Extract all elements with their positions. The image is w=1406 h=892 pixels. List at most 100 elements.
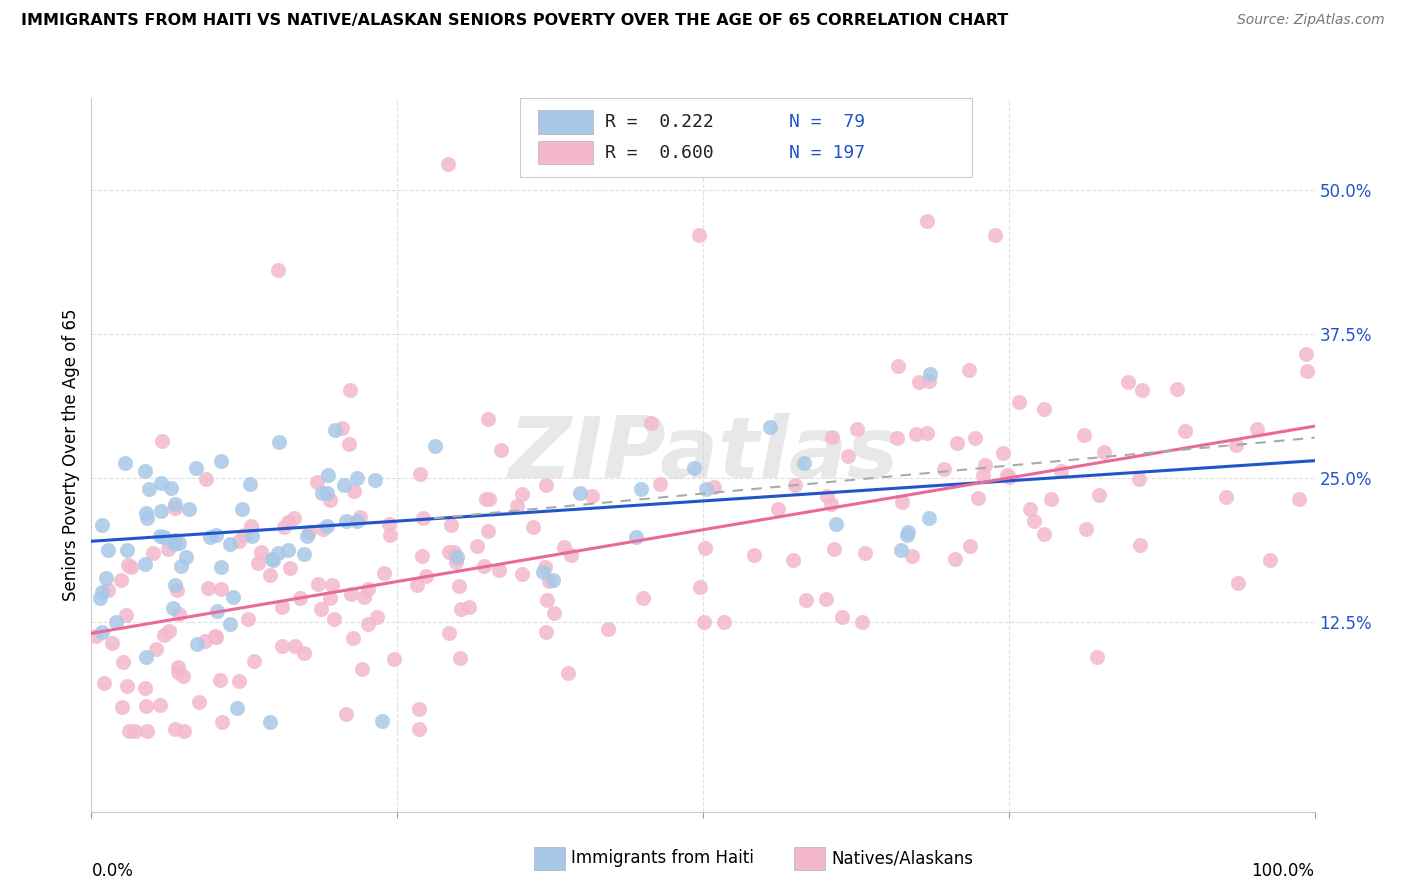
Point (423, 440, 446, 454)
Point (97, 542, 120, 557)
Point (167, 660, 190, 674)
Point (232, 528, 254, 542)
Point (915, 214, 938, 228)
Point (450, 601, 472, 615)
Point (1129, 538, 1152, 552)
Text: N = 197: N = 197 (789, 145, 865, 162)
Point (226, 701, 249, 715)
Point (211, 714, 233, 729)
Point (177, 502, 200, 516)
Point (1288, 492, 1310, 507)
Point (405, 577, 427, 591)
Point (145, 641, 167, 656)
Point (782, 553, 804, 567)
Point (111, 700, 134, 714)
Point (163, 722, 186, 736)
Point (187, 695, 209, 709)
Point (91, 517, 114, 532)
Point (250, 545, 273, 559)
Point (1092, 445, 1115, 459)
Point (624, 530, 647, 544)
Point (648, 476, 671, 491)
Point (342, 631, 364, 645)
Point (415, 568, 437, 582)
Point (458, 600, 481, 615)
Point (136, 724, 159, 739)
Point (991, 446, 1014, 460)
Point (209, 559, 232, 574)
Point (378, 516, 401, 531)
Point (135, 698, 157, 713)
Point (366, 610, 388, 624)
Point (194, 634, 217, 648)
Point (240, 529, 263, 543)
Point (793, 457, 815, 471)
Point (134, 557, 156, 571)
Point (173, 724, 195, 739)
Point (94, 571, 117, 585)
Point (162, 601, 184, 615)
Point (134, 681, 156, 695)
Point (319, 492, 342, 507)
Point (135, 506, 157, 520)
Point (851, 615, 873, 629)
Point (1174, 425, 1197, 439)
Point (815, 490, 838, 504)
Point (292, 646, 315, 660)
Point (1076, 522, 1098, 536)
Point (1130, 383, 1153, 397)
Point (198, 530, 221, 544)
Point (1087, 488, 1109, 502)
Point (437, 544, 460, 558)
Point (236, 612, 259, 626)
Point (536, 624, 558, 639)
Point (853, 546, 876, 560)
Point (560, 548, 582, 562)
Point (1296, 364, 1319, 378)
Point (596, 622, 619, 636)
Point (1166, 382, 1188, 396)
Point (477, 524, 499, 539)
Point (312, 522, 335, 536)
Point (1116, 375, 1139, 389)
Point (477, 412, 499, 426)
Point (1227, 576, 1250, 591)
Point (1032, 402, 1054, 417)
Point (135, 650, 157, 665)
Point (352, 662, 374, 676)
Point (277, 543, 299, 558)
Point (165, 578, 187, 592)
Point (553, 541, 575, 555)
Point (307, 577, 329, 591)
Point (963, 431, 986, 445)
Point (688, 227, 710, 242)
Point (449, 650, 471, 665)
Point (896, 527, 918, 541)
FancyBboxPatch shape (520, 98, 972, 177)
Point (349, 510, 371, 524)
Point (846, 422, 869, 436)
Point (1008, 395, 1031, 409)
Point (837, 449, 859, 463)
Point (335, 514, 357, 528)
Point (382, 652, 405, 666)
Point (89, 591, 111, 605)
Point (1225, 437, 1247, 451)
Point (269, 434, 291, 449)
Point (783, 478, 806, 492)
Point (142, 545, 165, 559)
Point (411, 549, 433, 563)
Point (153, 530, 176, 544)
Point (538, 574, 561, 588)
Point (153, 628, 176, 642)
Point (138, 482, 160, 496)
Point (208, 673, 231, 687)
Point (932, 462, 955, 476)
Text: R =  0.600: R = 0.600 (605, 145, 714, 162)
Text: N =  79: N = 79 (789, 112, 865, 130)
Point (689, 580, 711, 594)
Point (240, 519, 263, 533)
Point (321, 578, 343, 592)
Point (284, 639, 307, 653)
FancyBboxPatch shape (538, 111, 593, 134)
